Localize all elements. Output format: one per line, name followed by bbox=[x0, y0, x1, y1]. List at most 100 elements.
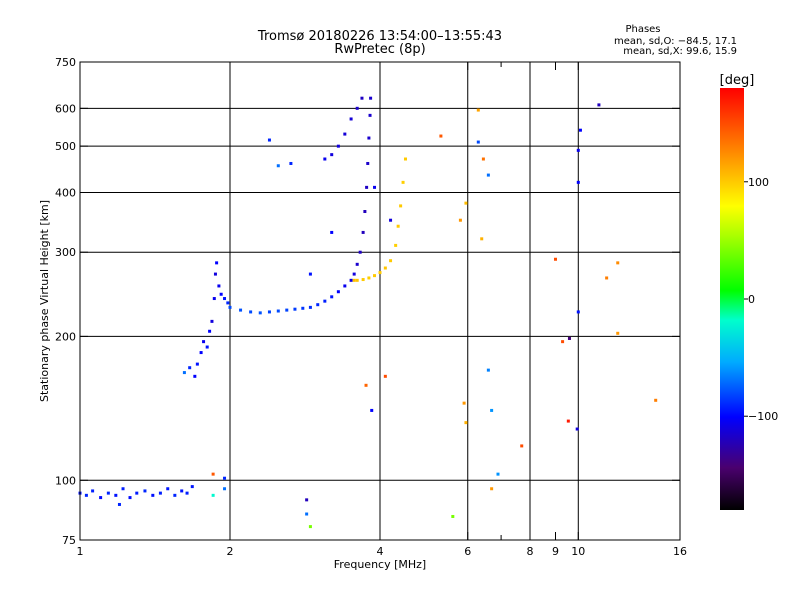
x-axis-label: Frequency [MHz] bbox=[334, 558, 426, 571]
point-scattered-echoes bbox=[464, 201, 468, 205]
point-scattered-echoes bbox=[616, 331, 620, 335]
axis-ticks: 1 2 4 6 8 9 10 16 75 100 200 300 400 500 600 750 bbox=[55, 56, 687, 558]
point-x-mode-f-trace bbox=[394, 243, 398, 247]
point-scattered-echoes bbox=[462, 401, 466, 405]
point-o-mode-f-trace bbox=[316, 303, 320, 307]
point-scattered-echoes bbox=[480, 237, 484, 241]
point-scattered-echoes bbox=[276, 164, 280, 168]
point-o-mode-f-trace bbox=[361, 230, 365, 234]
point-o-mode-f-trace bbox=[363, 210, 367, 214]
point-es-f1-transition bbox=[219, 292, 223, 296]
point-scattered-echoes bbox=[458, 218, 462, 222]
x-tick-label: 2 bbox=[227, 545, 234, 558]
point-scattered-echoes bbox=[211, 493, 215, 497]
point-scattered-echoes bbox=[373, 185, 377, 189]
point-o-mode-f-trace bbox=[239, 308, 243, 312]
y-tick-label: 600 bbox=[55, 102, 76, 115]
point-scattered-echoes bbox=[223, 487, 227, 491]
point-es-f1-transition bbox=[217, 284, 221, 288]
point-o-mode-f-trace bbox=[352, 272, 356, 276]
point-o-mode-f-trace bbox=[369, 96, 373, 100]
point-scattered-echoes bbox=[267, 138, 271, 142]
point-scattered-echoes bbox=[576, 180, 580, 184]
phase-stats-title: Phases bbox=[625, 24, 660, 35]
point-scattered-echoes bbox=[289, 161, 293, 165]
point-scattered-echoes bbox=[439, 134, 443, 138]
point-scattered-echoes bbox=[616, 261, 620, 265]
point-es-f1-transition bbox=[182, 371, 186, 375]
point-e-layer-trace bbox=[143, 489, 147, 493]
point-x-mode-f-trace bbox=[383, 266, 387, 270]
point-e-layer-trace bbox=[158, 491, 162, 495]
point-o-mode-f-trace bbox=[365, 185, 369, 189]
point-e-layer-trace bbox=[166, 487, 170, 491]
point-o-mode-upper-branch bbox=[355, 106, 359, 110]
point-scattered-echoes bbox=[654, 398, 658, 402]
x-tick-label: 8 bbox=[527, 545, 534, 558]
point-o-mode-f-trace bbox=[228, 305, 232, 309]
point-es-f1-transition bbox=[223, 297, 227, 301]
point-scattered-echoes bbox=[308, 272, 312, 276]
point-scattered-echoes bbox=[566, 419, 570, 423]
point-es-f1-transition bbox=[195, 362, 199, 366]
point-scattered-echoes bbox=[370, 408, 374, 412]
y-tick-label: 300 bbox=[55, 246, 76, 259]
point-o-mode-f-trace bbox=[343, 284, 347, 288]
point-o-mode-f-trace bbox=[349, 278, 353, 282]
colorbar-tick-label: 100 bbox=[748, 176, 769, 189]
point-scattered-echoes bbox=[561, 340, 565, 344]
point-o-mode-f-trace bbox=[366, 161, 370, 165]
point-es-f1-transition bbox=[205, 345, 209, 349]
point-scattered-echoes bbox=[308, 525, 312, 529]
colorbar-tick-label: −100 bbox=[748, 410, 778, 423]
point-e-layer-trace bbox=[151, 493, 155, 497]
point-e-layer-trace bbox=[180, 489, 184, 493]
point-o-mode-f-trace bbox=[285, 308, 289, 312]
point-es-f1-transition bbox=[199, 351, 203, 355]
point-scattered-echoes bbox=[496, 472, 500, 476]
point-scattered-echoes bbox=[476, 108, 480, 112]
y-tick-label: 750 bbox=[55, 56, 76, 69]
point-scattered-echoes bbox=[451, 514, 455, 518]
point-es-f1-transition bbox=[188, 366, 192, 370]
phase-stats-x: mean, sd,X: 99.6, 15.9 bbox=[623, 46, 737, 57]
point-x-mode-f-trace bbox=[352, 278, 356, 282]
point-o-mode-f-trace bbox=[276, 309, 280, 313]
chart-subtitle: RwPretec (8p) bbox=[334, 42, 425, 57]
point-o-mode-f-trace bbox=[336, 290, 340, 294]
point-o-mode-f-trace bbox=[355, 262, 359, 266]
plot-frame bbox=[79, 61, 681, 541]
colorbar-tick-label: 0 bbox=[748, 293, 755, 306]
point-x-mode-f-trace bbox=[403, 157, 407, 161]
point-o-mode-f-trace bbox=[308, 305, 312, 309]
colorbar-ticks: 100 0 −100 bbox=[744, 176, 778, 423]
point-scattered-echoes bbox=[305, 512, 309, 516]
point-es-f1-transition bbox=[213, 272, 217, 276]
x-tick-label: 1 bbox=[77, 545, 84, 558]
point-o-mode-upper-branch bbox=[360, 96, 364, 100]
point-scattered-echoes bbox=[330, 230, 334, 234]
point-o-mode-f-trace bbox=[267, 310, 271, 314]
point-o-mode-f-trace bbox=[330, 295, 334, 299]
point-o-mode-upper-branch bbox=[330, 153, 334, 157]
point-scattered-echoes bbox=[605, 276, 609, 280]
point-o-mode-upper-branch bbox=[349, 117, 353, 121]
point-o-mode-f-trace bbox=[368, 113, 372, 117]
point-e-layer-trace bbox=[91, 489, 95, 493]
point-e-layer-trace bbox=[99, 496, 103, 500]
x-tick-label: 6 bbox=[464, 545, 471, 558]
point-scattered-echoes bbox=[553, 257, 557, 261]
point-scattered-echoes bbox=[389, 218, 393, 222]
point-e-layer-trace bbox=[114, 493, 118, 497]
point-scattered-echoes bbox=[481, 157, 485, 161]
point-scattered-echoes bbox=[578, 128, 582, 132]
point-es-f1-transition bbox=[212, 297, 216, 301]
point-scattered-echoes bbox=[520, 444, 524, 448]
point-scattered-echoes bbox=[576, 148, 580, 152]
colorbar bbox=[720, 88, 744, 510]
point-scattered-echoes bbox=[305, 498, 309, 502]
y-tick-label: 400 bbox=[55, 186, 76, 199]
point-scattered-echoes bbox=[490, 408, 494, 412]
point-e-layer-trace bbox=[173, 493, 177, 497]
